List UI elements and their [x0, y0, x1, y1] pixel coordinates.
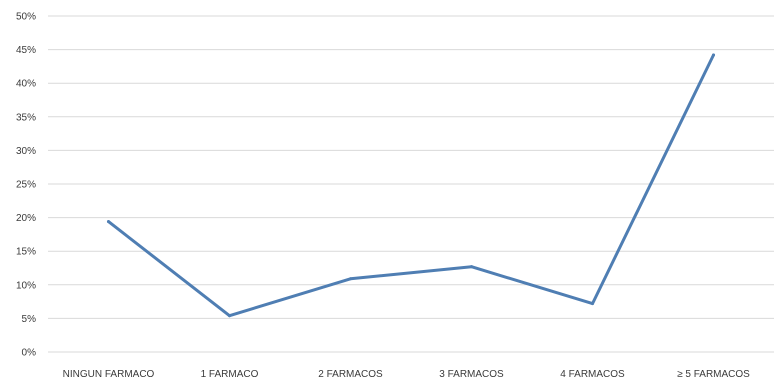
y-tick-label: 15% [16, 247, 36, 258]
data-point [712, 53, 715, 57]
x-axis-tick-labels: NINGUN FARMACO 1 FARMACO 2 FARMACOS 3 FARMA… [63, 369, 751, 380]
y-tick-label: 40% [16, 79, 36, 90]
data-point [349, 277, 352, 281]
x-tick-label: 4 FARMACOS [560, 369, 625, 380]
y-tick-label: 35% [16, 112, 36, 123]
x-tick-label: 1 FARMACO [201, 369, 259, 380]
x-tick-label: NINGUN FARMACO [63, 369, 155, 380]
y-axis-tick-labels: 0% 5% 10% 15% 20% 25% 30% 35% 40% 45% 50% [16, 12, 36, 359]
y-tick-label: 0% [22, 348, 37, 359]
data-point [228, 314, 231, 318]
data-point [591, 302, 594, 306]
y-tick-label: 45% [16, 45, 36, 56]
x-tick-label: 2 FARMACOS [318, 369, 383, 380]
y-tick-label: 10% [16, 280, 36, 291]
y-tick-label: 50% [16, 12, 36, 23]
series-line [107, 53, 715, 318]
series-lines [107, 53, 715, 318]
y-tick-label: 25% [16, 180, 36, 191]
x-tick-label: ≥ 5 FARMACOS [677, 369, 750, 380]
gridlines [48, 15, 774, 353]
data-point [107, 220, 110, 224]
x-tick-label: 3 FARMACOS [439, 369, 504, 380]
y-tick-label: 5% [22, 314, 37, 325]
data-point [470, 265, 473, 269]
y-tick-label: 20% [16, 213, 36, 224]
y-tick-label: 30% [16, 146, 36, 157]
